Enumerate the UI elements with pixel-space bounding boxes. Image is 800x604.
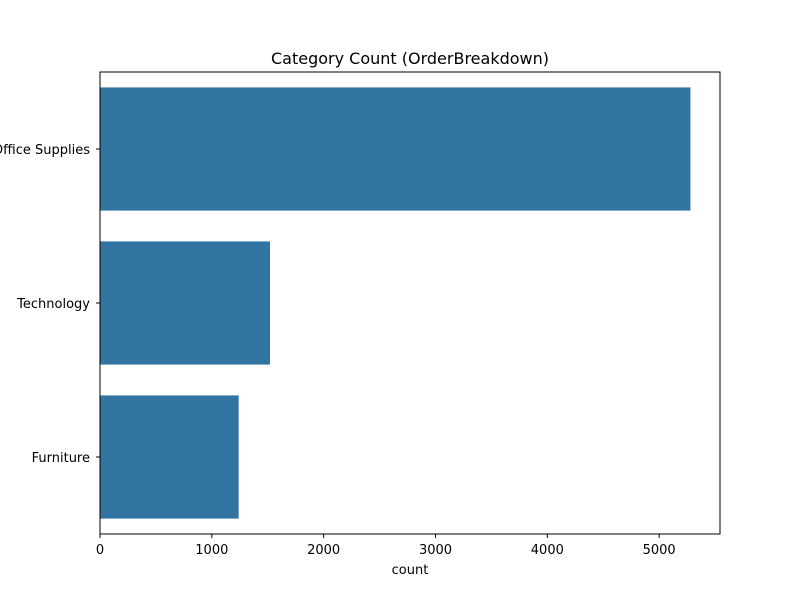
x-tick-label: 0 <box>96 543 104 558</box>
y-tick-label: Technology <box>16 297 90 312</box>
bar-technology <box>100 241 270 365</box>
x-tick-label: 3000 <box>419 543 452 558</box>
y-axis-ticks: Office Supplies Technology Furniture <box>0 143 100 466</box>
bars-group <box>100 87 691 519</box>
y-tick-label: Furniture <box>32 451 90 466</box>
plot-frame <box>99 71 721 535</box>
x-tick-label: 2000 <box>307 543 340 558</box>
x-axis-ticks: 0 1000 2000 3000 4000 5000 <box>96 534 676 558</box>
bar-office-supplies <box>100 87 691 211</box>
chart-title: Category Count (OrderBreakdown) <box>271 49 549 68</box>
y-tick-label: Office Supplies <box>0 143 90 158</box>
x-tick-label: 1000 <box>195 543 228 558</box>
x-axis-label: count <box>392 563 429 578</box>
x-tick-label: 4000 <box>531 543 564 558</box>
bar-furniture <box>100 395 239 519</box>
x-tick-label: 5000 <box>643 543 676 558</box>
